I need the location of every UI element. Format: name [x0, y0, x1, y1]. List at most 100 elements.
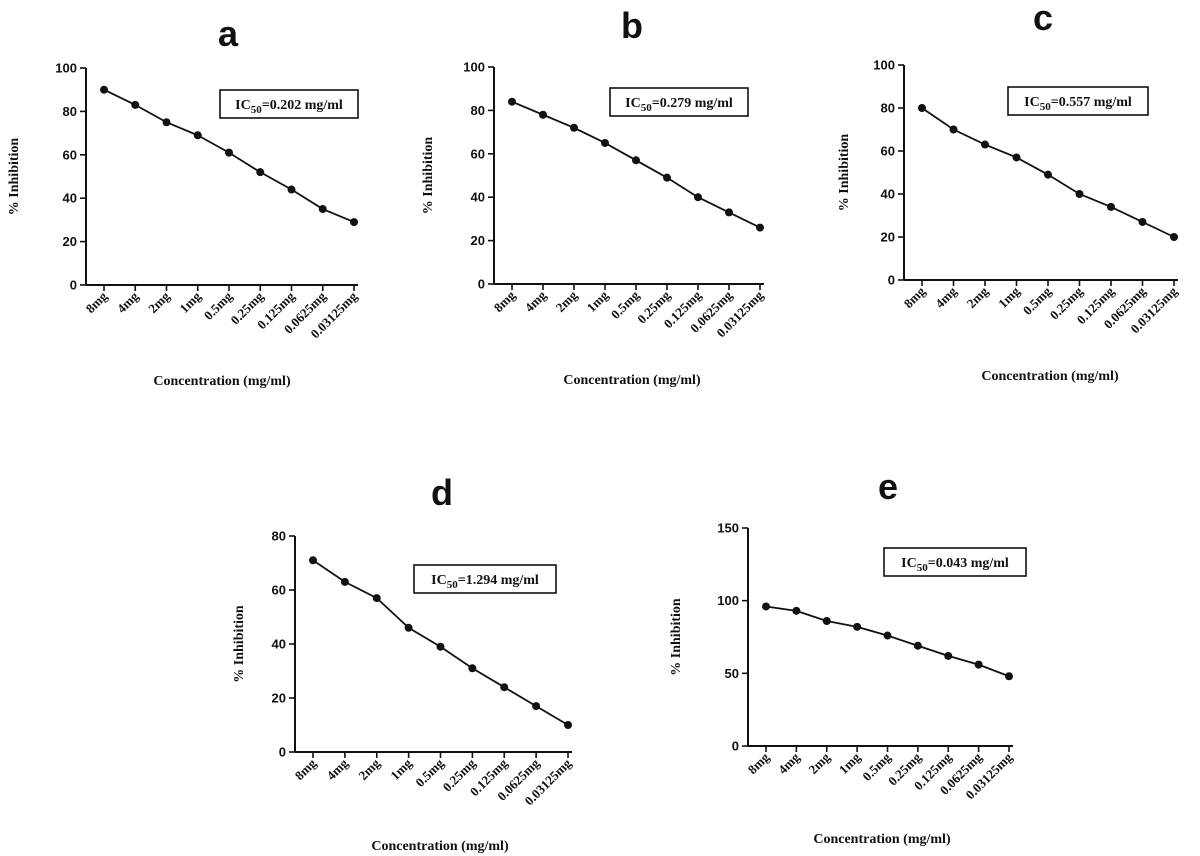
x-tick-label: 8mg: [491, 287, 519, 315]
data-point: [694, 193, 702, 202]
y-tick-label: 100: [717, 593, 739, 608]
data-point: [404, 623, 413, 632]
data-point: [944, 651, 953, 660]
y-tick-label: 60: [272, 583, 286, 598]
data-point: [1005, 672, 1013, 681]
data-point: [1170, 233, 1178, 241]
y-tick-label: 20: [881, 230, 895, 245]
data-point: [318, 205, 327, 214]
data-point: [436, 642, 445, 651]
y-tick-label: 20: [63, 234, 77, 249]
data-point: [256, 168, 265, 177]
data-point: [1138, 217, 1147, 226]
data-point: [883, 631, 892, 640]
panel-letter: b: [621, 5, 643, 46]
data-point: [1075, 190, 1084, 198]
data-point: [981, 140, 989, 149]
data-point: [601, 138, 609, 147]
y-axis-label: % Inhibition: [837, 134, 852, 212]
y-tick-label: 80: [272, 529, 286, 544]
data-point: [193, 131, 202, 140]
ic50-box: [1007, 86, 1149, 116]
data-point: [508, 97, 516, 106]
data-point: [792, 606, 801, 615]
data-point: [500, 683, 509, 692]
y-tick-label: 40: [471, 190, 485, 205]
x-tick-label: 8mg: [901, 283, 929, 311]
data-point: [287, 185, 296, 194]
y-tick-label: 0: [70, 278, 77, 293]
y-axis-label: % Inhibition: [7, 138, 22, 216]
x-tick-label: 2mg: [805, 749, 833, 777]
x-axis-label: Concentration (mg/ml): [563, 373, 701, 388]
data-point: [1044, 170, 1052, 179]
y-tick-label: 60: [881, 144, 895, 159]
y-tick-label: 20: [471, 233, 485, 248]
y-tick-label: 80: [63, 104, 77, 119]
x-tick-label: 2mg: [964, 283, 992, 311]
y-tick-label: 40: [63, 191, 77, 206]
data-point: [1107, 202, 1115, 211]
data-point: [131, 100, 140, 109]
data-point: [532, 702, 541, 711]
x-tick-label: 8mg: [292, 755, 320, 783]
x-tick-label: 2mg: [145, 288, 173, 316]
ic50-box: [609, 87, 749, 117]
x-tick-label: 4mg: [114, 288, 142, 316]
y-tick-label: 60: [63, 147, 77, 162]
y-axis-label: % Inhibition: [232, 605, 247, 683]
data-point: [350, 218, 358, 227]
x-tick-label: 1mg: [995, 283, 1023, 311]
x-tick-label: 1mg: [387, 755, 415, 783]
data-point: [822, 617, 831, 626]
data-point: [918, 104, 926, 112]
data-point: [1012, 153, 1021, 162]
ic50-annotation: IC50=0.279 mg/ml: [625, 96, 733, 114]
series-line: [511, 100, 761, 229]
y-tick-label: 60: [471, 146, 485, 161]
x-tick-label: 2mg: [355, 755, 383, 783]
series-line: [765, 605, 1010, 678]
y-tick-label: 150: [717, 521, 739, 536]
x-tick-label: 4mg: [324, 755, 352, 783]
panel-letter: d: [431, 472, 453, 513]
x-tick-label: 4mg: [775, 749, 803, 777]
data-point: [570, 123, 578, 132]
data-point: [632, 156, 640, 165]
y-tick-label: 0: [478, 277, 485, 292]
y-tick-label: 100: [55, 61, 77, 76]
y-tick-label: 80: [471, 103, 485, 118]
data-point: [762, 602, 770, 611]
y-tick-label: 0: [279, 745, 286, 760]
x-axis-label: Concentration (mg/ml): [981, 369, 1119, 384]
panel-letter: c: [1033, 0, 1053, 38]
data-point: [663, 173, 671, 182]
y-tick-label: 50: [725, 666, 739, 681]
ic50-annotation: IC50=0.557 mg/ml: [1024, 95, 1132, 113]
y-axis-label: % Inhibition: [669, 598, 684, 676]
data-point: [913, 641, 922, 650]
ic50-box: [883, 547, 1027, 577]
y-tick-label: 0: [732, 739, 739, 754]
ic50-annotation: IC50=1.294 mg/ml: [431, 573, 539, 591]
y-tick-label: 40: [272, 637, 286, 652]
x-tick-label: 4mg: [932, 283, 960, 311]
data-point: [372, 594, 381, 603]
data-point: [853, 622, 862, 631]
data-point: [974, 660, 983, 669]
y-tick-label: 20: [272, 691, 286, 706]
ic50-box: [219, 89, 359, 119]
y-tick-label: 80: [881, 101, 895, 116]
y-axis-label: % Inhibition: [421, 137, 436, 215]
x-tick-label: 2mg: [553, 287, 581, 315]
data-point: [564, 721, 572, 729]
data-point: [309, 556, 317, 565]
data-point: [725, 208, 733, 217]
panel-letter: e: [878, 466, 898, 507]
y-tick-label: 40: [881, 187, 895, 202]
x-tick-label: 4mg: [522, 287, 550, 315]
